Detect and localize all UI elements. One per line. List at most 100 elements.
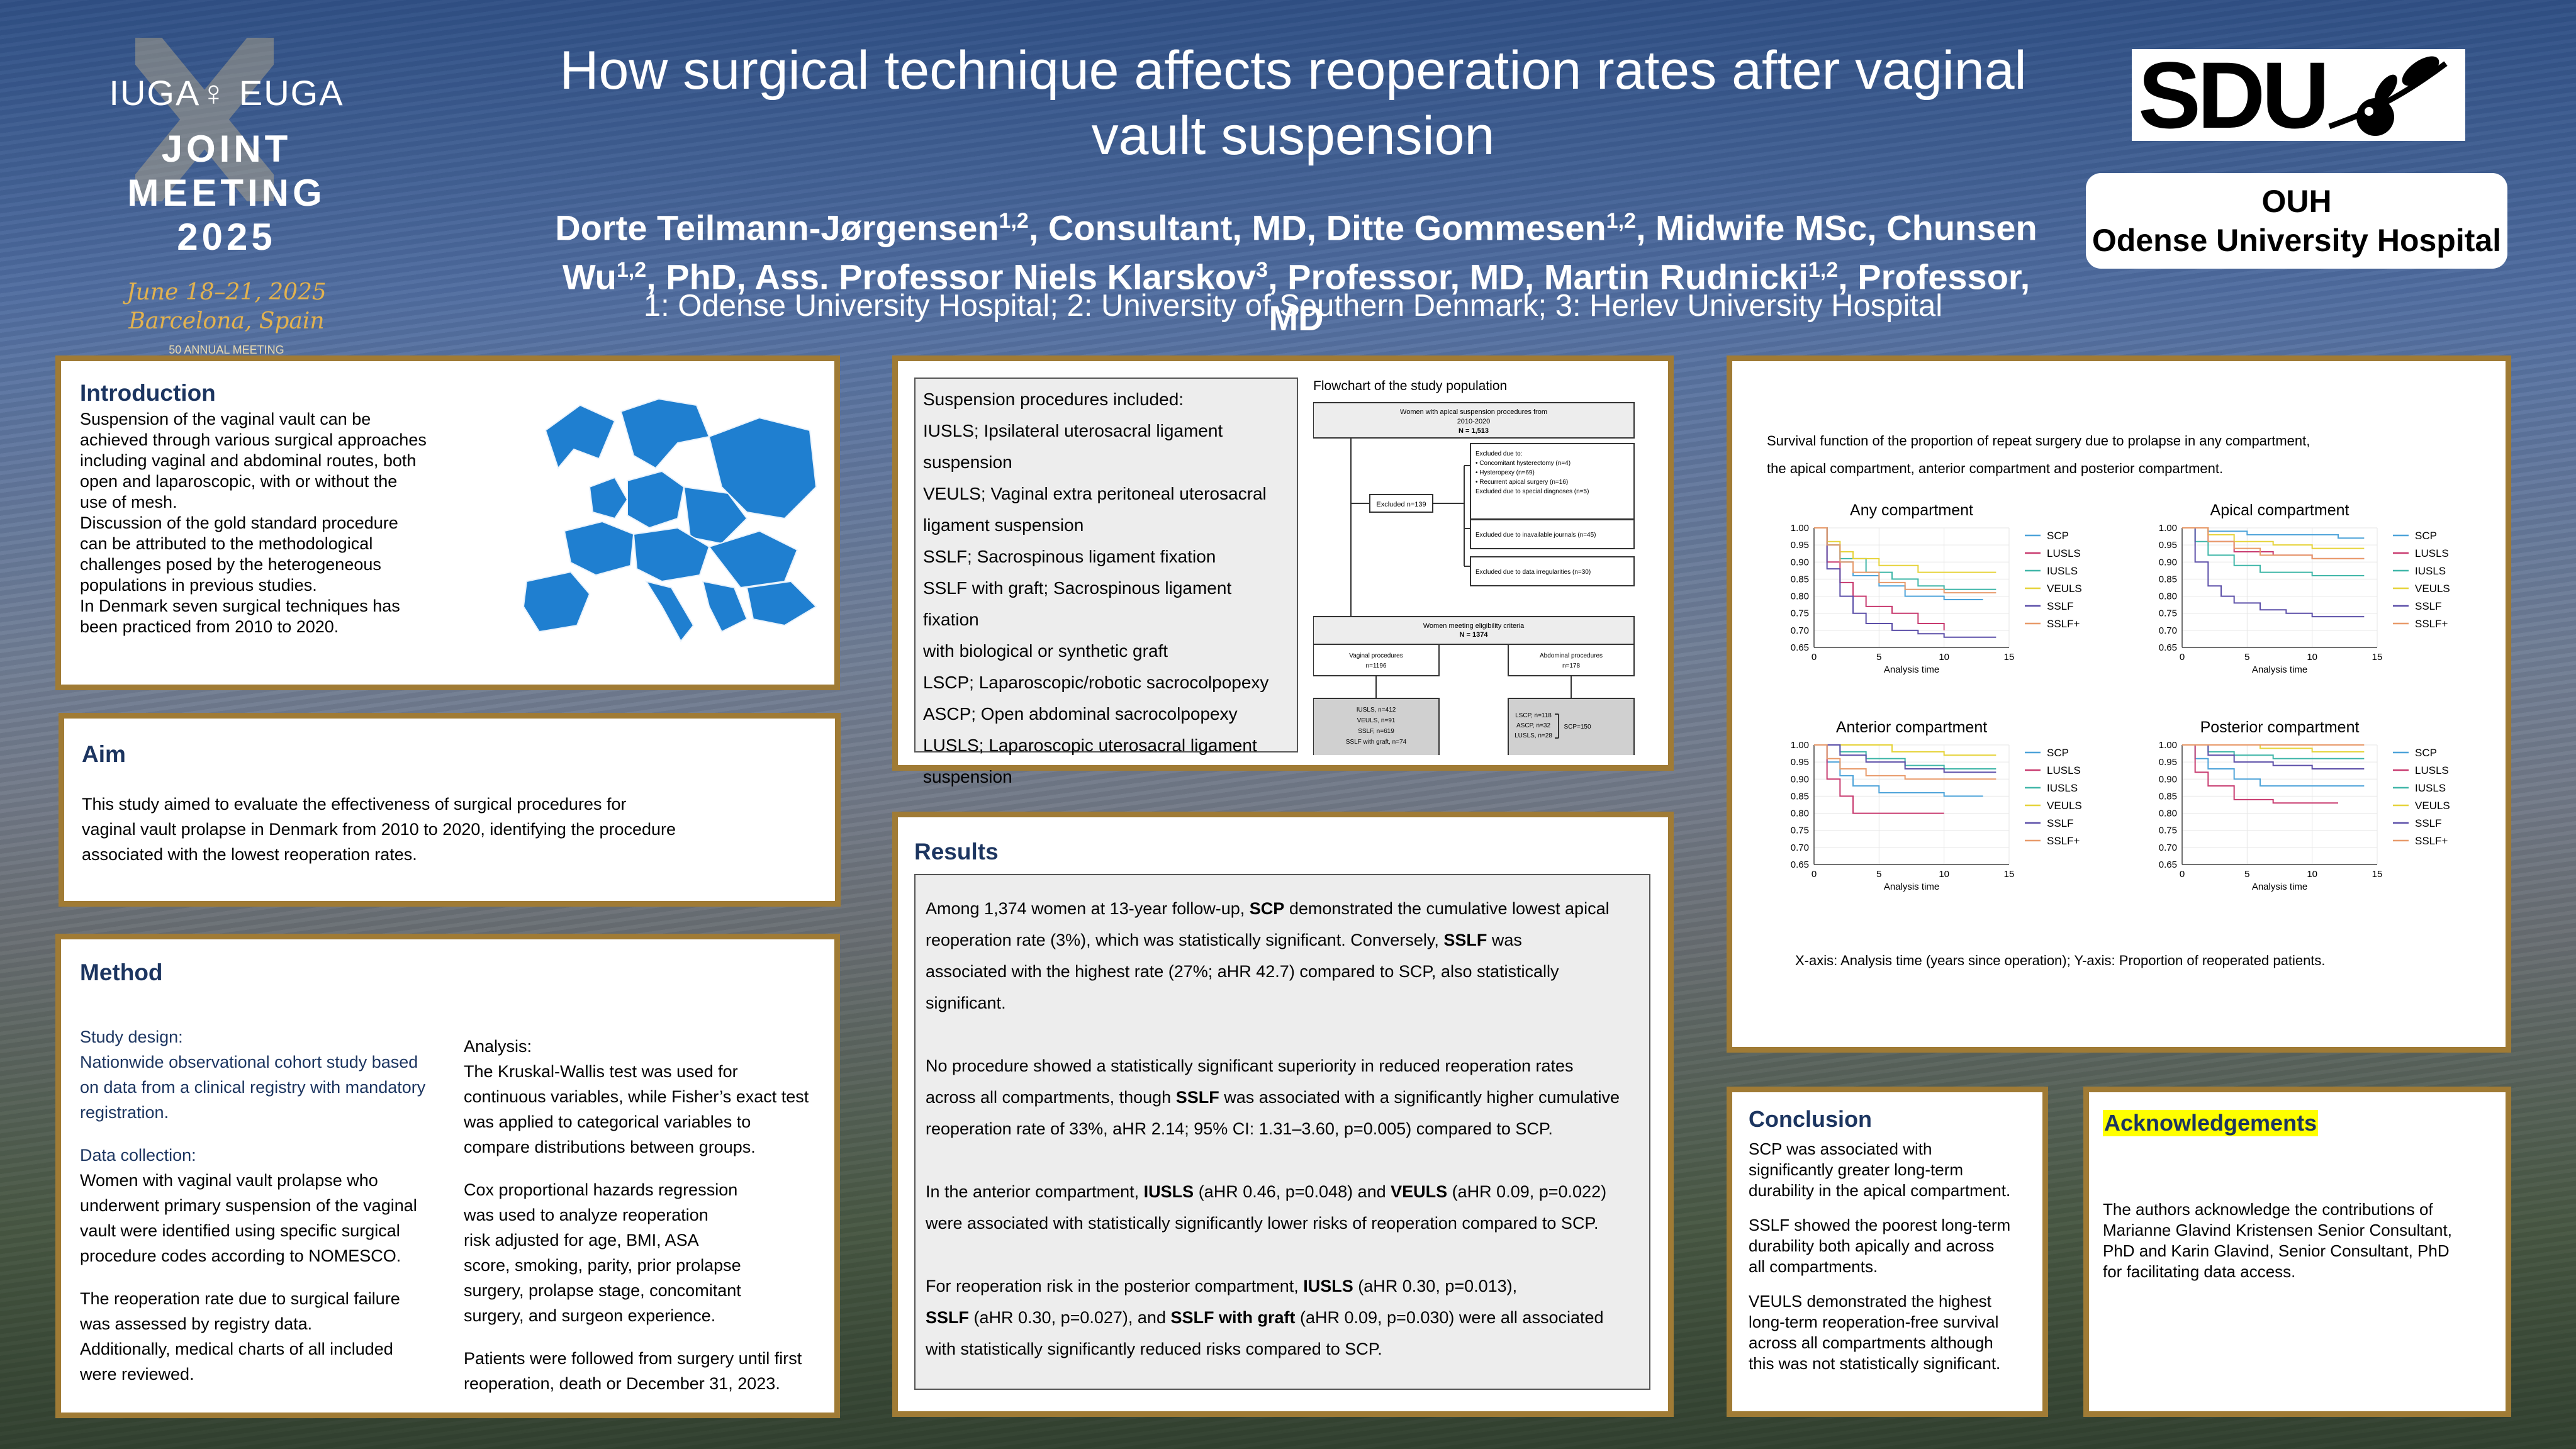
- aim-text: This study aimed to evaluate the effecti…: [82, 792, 817, 867]
- conclusion-line: significantly greater long-term: [1749, 1160, 1964, 1179]
- introduction-title: Introduction: [80, 380, 216, 406]
- procedure-line: with biological or synthetic graft: [923, 641, 1168, 661]
- study-design-line: registration.: [80, 1103, 169, 1122]
- results-highlight: SCP: [1249, 899, 1285, 918]
- introduction-line: including vaginal and abdominal routes, …: [80, 451, 417, 470]
- km-series-line-sslf: [2182, 744, 2365, 769]
- km-legend-label: VEULS: [2047, 583, 2082, 595]
- flowchart-vaginal-text: n=1196: [1366, 663, 1387, 669]
- procedure-line: ligament suspension: [923, 515, 1084, 535]
- flowchart-vaginal-list-text: VEULS, n=91: [1357, 717, 1396, 724]
- km-series-line-veuls: [1814, 744, 1996, 756]
- results-text-segment: demonstrated the cumulative lowest apica…: [1284, 899, 1610, 918]
- flowchart-eligible-text: Women meeting eligibility criteria: [1423, 622, 1525, 630]
- km-x-tick-label: 15: [2004, 869, 2015, 880]
- cox-line: was used to analyze reoperation: [464, 1206, 708, 1224]
- km-x-axis-label: Analysis time: [2252, 881, 2307, 892]
- conclusion-title: Conclusion: [1749, 1106, 1872, 1132]
- results-text-segment: significant.: [926, 993, 1006, 1012]
- ouh-abbrev: OUH: [2261, 184, 2332, 219]
- followup-line: reoperation, death or December 31, 2023.: [464, 1374, 780, 1393]
- iuga-label: IUGA: [109, 73, 201, 113]
- km-y-tick-label: 0.90: [1791, 557, 1809, 568]
- km-series-line-scp: [2182, 527, 2365, 539]
- km-y-tick-label: 0.65: [1791, 859, 1809, 870]
- introduction-line: challenges posed by the heterogeneous: [80, 555, 381, 574]
- flowchart-abdominal-box: [1508, 644, 1635, 676]
- results-text-segment: was associated with a significantly high…: [1219, 1088, 1620, 1107]
- data-collection-line: Women with vaginal vault prolapse who: [80, 1171, 378, 1190]
- conclusion-line: long-term reoperation-free survival: [1749, 1312, 1999, 1331]
- joint-meeting-line1: JOINT MEETING: [127, 128, 326, 214]
- results-highlight: SSLF: [1175, 1088, 1219, 1107]
- results-text-segment: (aHR 0.09, p=0.022): [1447, 1182, 1607, 1201]
- conclusion-line: durability both apically and across: [1749, 1236, 1995, 1255]
- km-chart-title: Any compartment: [1850, 501, 1973, 519]
- results-panel: Results Among 1,374 women at 13-year fol…: [892, 812, 1674, 1417]
- results-text-box: Among 1,374 women at 13-year follow-up, …: [914, 874, 1650, 1390]
- results-text-segment: (aHR 0.30, p=0.027), and: [969, 1308, 1171, 1327]
- km-y-tick-label: 1.00: [1791, 740, 1809, 751]
- flowchart-vaginal-box: [1313, 644, 1440, 676]
- procedures-flowchart-panel: Suspension procedures included: IUSLS; I…: [892, 355, 1674, 786]
- km-y-tick-label: 0.75: [2159, 608, 2177, 619]
- km-legend-label: LUSLS: [2047, 764, 2081, 776]
- km-legend-label: SSLF: [2047, 600, 2074, 612]
- km-legend-label: SSLF+: [2047, 618, 2080, 630]
- method-left-column: Study design: Nationwide observational c…: [80, 1024, 451, 1387]
- km-y-tick-label: 0.70: [1791, 625, 1809, 636]
- km-y-tick-label: 0.65: [2159, 642, 2177, 653]
- km-series-line-sslf-plus: [1814, 527, 1996, 594]
- flowchart-top-box-text: N = 1,513: [1459, 427, 1489, 435]
- flowchart-top-box-text: 2010-2020: [1457, 418, 1491, 425]
- km-series-line-sslf: [2182, 527, 2365, 618]
- km-y-tick-label: 0.95: [1791, 757, 1809, 768]
- flowchart-excluded-text: Excluded due to:: [1476, 450, 1523, 457]
- km-series-line-sslf-plus: [2182, 527, 2365, 559]
- km-chart-2: Apical compartment 1.00 0.95 0.90 0.85 0.80 0.…: [2159, 501, 2450, 675]
- results-line: In the anterior compartment, IUSLS (aHR …: [926, 1176, 1639, 1207]
- followup-line: Patients were followed from surgery unti…: [464, 1349, 802, 1368]
- km-y-tick-label: 0.95: [2159, 540, 2177, 551]
- km-y-tick-label: 0.75: [1791, 608, 1809, 619]
- km-x-axis-label: Analysis time: [1884, 881, 1939, 892]
- europe-map-icon: [522, 398, 817, 642]
- results-text-segment: For reoperation risk in the posterior co…: [926, 1277, 1304, 1295]
- km-series-line-scp: [1814, 744, 1983, 797]
- analysis-line: continuous variables, while Fisher’s exa…: [464, 1087, 809, 1106]
- procedure-line: VEULS; Vaginal extra peritoneal uterosac…: [923, 484, 1267, 503]
- km-y-tick-label: 0.70: [1791, 842, 1809, 853]
- km-y-tick-label: 1.00: [2159, 523, 2177, 534]
- sdu-wordmark: SDU: [2138, 42, 2330, 148]
- km-x-tick-label: 15: [2372, 652, 2383, 663]
- data-collection-line: vault were identified using specific sur…: [80, 1221, 400, 1240]
- study-design-label: Study design:: [80, 1027, 183, 1046]
- results-line: reoperation rate of 33%, aHR 2.14; 95% C…: [926, 1113, 1639, 1144]
- analysis-line: compare distributions between groups.: [464, 1138, 756, 1156]
- iuga-x-emblem: [135, 38, 274, 201]
- results-highlight: IUSLS: [1143, 1182, 1194, 1201]
- aim-title: Aim: [82, 741, 126, 767]
- km-y-tick-label: 0.95: [2159, 757, 2177, 768]
- flowchart-top-box-text: Women with apical suspension procedures …: [1400, 408, 1547, 416]
- results-line: For reoperation risk in the posterior co…: [926, 1270, 1639, 1302]
- joint-meeting-year: 2025: [177, 216, 276, 258]
- analysis-label: Analysis:: [464, 1037, 532, 1056]
- km-x-tick-label: 5: [2244, 652, 2249, 663]
- introduction-line: Discussion of the gold standard procedur…: [80, 513, 398, 532]
- km-x-tick-label: 10: [1939, 652, 1949, 663]
- procedure-line: ASCP; Open abdominal sacrocolpopexy: [923, 704, 1238, 724]
- conclusion-line: this was not statistically significant.: [1749, 1354, 2001, 1373]
- conclusion-line: VEULS demonstrated the highest: [1749, 1292, 1991, 1311]
- flowchart-abdominal-list-text: LUSLS, n=28: [1515, 732, 1552, 739]
- km-y-tick-label: 0.70: [2159, 842, 2177, 853]
- survival-charts-panel: Survival function of the proportion of r…: [1727, 355, 2511, 1053]
- survival-charts: Any compartment 1.00 0.95 0.90 0.85 0.80 0.75 0…: [1791, 501, 2450, 892]
- sdu-logo: SDU: [2132, 42, 2465, 148]
- registry-line: was assessed by registry data.: [80, 1314, 313, 1333]
- poster-authors: Dorte Teilmann-Jørgensen1,2, Consultant,…: [555, 208, 2037, 338]
- iuga-euga-logo: IUGA♀ EUGA JOINT MEETING 2025 June 18–21…: [63, 72, 390, 357]
- study-population-flowchart: Flowchart of the study population Women w…: [1313, 379, 1635, 755]
- flowchart-irregular-box: [1470, 556, 1635, 586]
- km-legend-label: LUSLS: [2047, 547, 2081, 559]
